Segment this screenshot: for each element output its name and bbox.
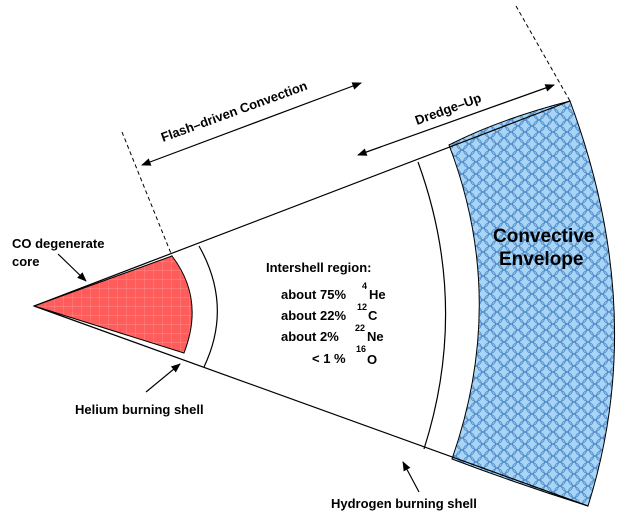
co-core-label-line2: core — [12, 254, 39, 269]
element-symbol: O — [367, 352, 377, 367]
co-core-label-line1: CO degenerate — [12, 236, 104, 251]
composition-prefix: about 2% — [281, 329, 339, 344]
isotope-mass-number: 22 — [355, 323, 365, 333]
dredge-up-dashed-line — [515, 5, 571, 102]
helium-shell-label: Helium burning shell — [75, 402, 204, 417]
envelope-label-line1: Convective — [493, 226, 594, 247]
core-pointer-arrow — [57, 253, 87, 282]
composition-row: about 2% 22 Ne — [281, 323, 384, 344]
element-symbol: He — [369, 287, 386, 302]
hydrogen-shell-pointer-arrow — [402, 461, 420, 493]
composition-row: about 75% 4 He — [281, 281, 386, 302]
co-core-region — [32, 255, 193, 354]
helium-burning-shell-arc — [198, 245, 218, 368]
hydrogen-burning-shell-arc — [417, 161, 447, 450]
isotope-mass-number: 12 — [357, 302, 367, 312]
wedge-lower-edge — [33, 305, 589, 507]
element-symbol: C — [368, 308, 378, 323]
envelope-label-line2: Envelope — [499, 249, 583, 270]
dredge-up-arrow — [357, 84, 555, 156]
hydrogen-shell-label: Hydrogen burning shell — [331, 496, 477, 511]
intershell-title: Intershell region: — [266, 260, 371, 275]
composition-row: about 22% 12 C — [281, 302, 378, 323]
flash-convection-arrow — [141, 82, 362, 166]
composition-prefix: < 1 % — [312, 351, 346, 366]
composition-prefix: about 75% — [281, 287, 346, 302]
isotope-mass-number: 4 — [362, 281, 367, 291]
isotope-mass-number: 16 — [356, 344, 366, 354]
dredge-up-label: Dredge–Up — [413, 90, 483, 128]
flash-convection-dashed-line — [121, 131, 173, 257]
composition-prefix: about 22% — [281, 308, 346, 323]
convective-envelope-region — [448, 100, 616, 507]
composition-row: < 1 % 16 O — [312, 344, 377, 367]
element-symbol: Ne — [367, 329, 384, 344]
helium-shell-pointer-arrow — [145, 363, 181, 393]
